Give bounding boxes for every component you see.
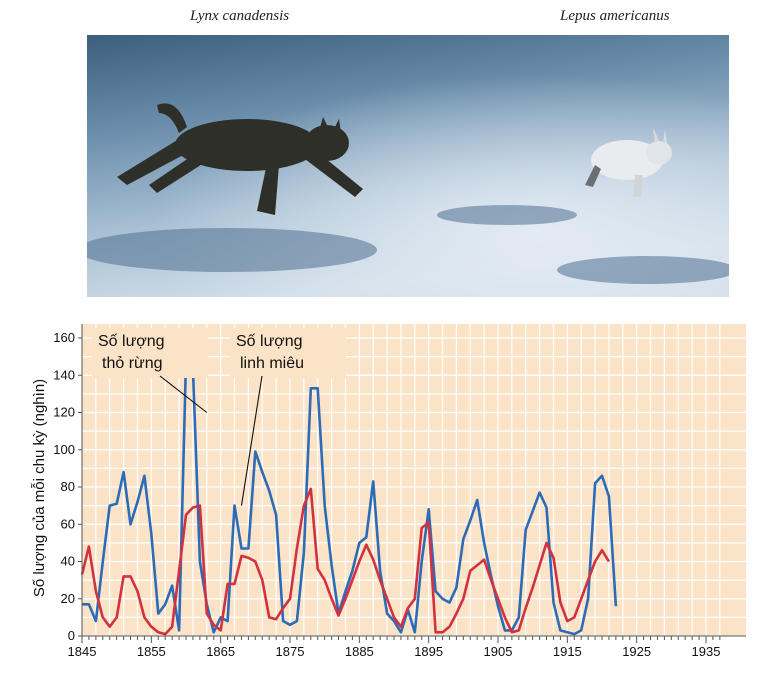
x-tick-label: 1875 (276, 644, 305, 659)
annotations: Số lượng thỏ rừng Số lượng linh miêu (92, 328, 346, 506)
annotation-line1: Số lượng (236, 333, 303, 350)
y-tick-label: 100 (53, 442, 75, 457)
y-tick-label: 40 (61, 554, 75, 569)
annotation-bg (230, 328, 346, 378)
x-axis-ticks: 1845 1855 1865 1875 1885 1895 1905 1915 1925 1935 (68, 636, 721, 659)
lynx-shape (117, 103, 363, 215)
x-tick-label: 1855 (137, 644, 166, 659)
series-lines (80, 359, 618, 636)
caption-lynx: Lynx canadensis (190, 8, 290, 24)
x-tick-label: 1905 (484, 644, 513, 659)
y-tick-label: 60 (61, 516, 75, 531)
x-tick-label: 1865 (206, 644, 235, 659)
y-tick-label: 140 (53, 367, 75, 382)
y-tick-label: 80 (61, 479, 75, 494)
annotation-line2: linh miêu (240, 355, 304, 372)
lynx-series-line (80, 487, 611, 636)
annotation-line2: thỏ rừng (102, 355, 163, 372)
y-tick-label: 120 (53, 405, 75, 420)
annotation-leader (159, 375, 208, 413)
y-axis-label: Số lượng của mỗi chu kỳ (nghìn) (31, 379, 48, 597)
y-tick-label: 20 (61, 591, 75, 606)
x-tick-label: 1895 (414, 644, 443, 659)
x-tick-label: 1885 (345, 644, 374, 659)
y-axis-ticks: 0 20 40 60 80 100 120 140 160 (53, 330, 82, 643)
lynx-hare-photo (87, 35, 729, 297)
hare-series-line (82, 359, 618, 636)
annotation-line1: Số lượng (98, 333, 165, 350)
annotation-bg (92, 328, 208, 378)
annotation-leader (240, 375, 263, 506)
y-tick-label: 160 (53, 330, 75, 345)
x-tick-label: 1935 (692, 644, 721, 659)
x-tick-label: 1845 (68, 644, 97, 659)
hare-shape (585, 127, 672, 197)
x-tick-label: 1925 (622, 644, 651, 659)
x-tick-label: 1915 (553, 644, 582, 659)
y-tick-label: 0 (68, 628, 75, 643)
caption-hare: Lepus americanus (560, 8, 670, 24)
